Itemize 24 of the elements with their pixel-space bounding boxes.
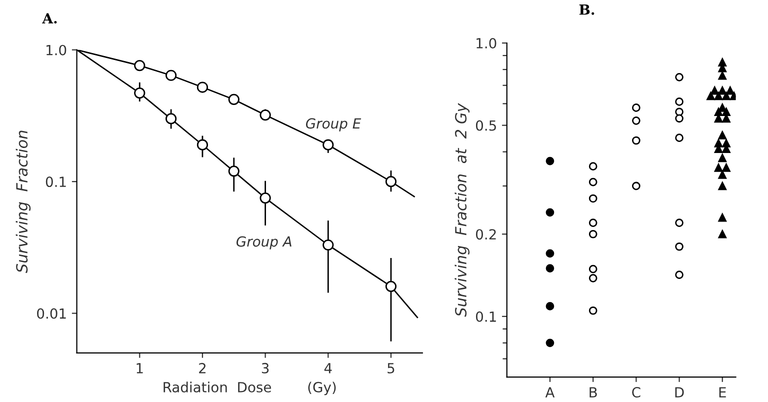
y-axis-title: Surviving Fraction at 2 Gy [454, 103, 470, 317]
y-axis-title: Surviving Fraction [16, 130, 31, 274]
y-tick-label: 0.5 [476, 120, 496, 131]
x-tick-label: C [632, 387, 640, 398]
chart-title: A. [42, 13, 57, 24]
series-label: Group A [236, 236, 292, 250]
y-tick-label: 0.01 [37, 308, 66, 319]
y-tick-label: 0.1 [46, 176, 66, 188]
y-tick-label: 1.0 [476, 38, 496, 48]
x-tick-label: 5 [388, 363, 394, 374]
y-tick-label: 0.1 [476, 311, 496, 322]
chart-title: B. [579, 4, 594, 15]
series-label: Group E [306, 118, 362, 132]
x-tick-label: 1 [136, 363, 143, 374]
x-tick-label: B [590, 387, 597, 398]
x-tick-label: D [675, 387, 684, 398]
x-tick-label: 3 [262, 362, 269, 374]
x-axis-title: Radiation Dose (Gy) [164, 382, 336, 396]
y-tick-label: 0.2 [476, 229, 496, 240]
x-tick-label: A [545, 387, 555, 398]
y-tick-label: 1.0 [46, 44, 66, 56]
x-tick-label: E [719, 387, 726, 398]
x-tick-label: 4 [324, 363, 332, 374]
x-tick-label: 2 [199, 362, 206, 374]
